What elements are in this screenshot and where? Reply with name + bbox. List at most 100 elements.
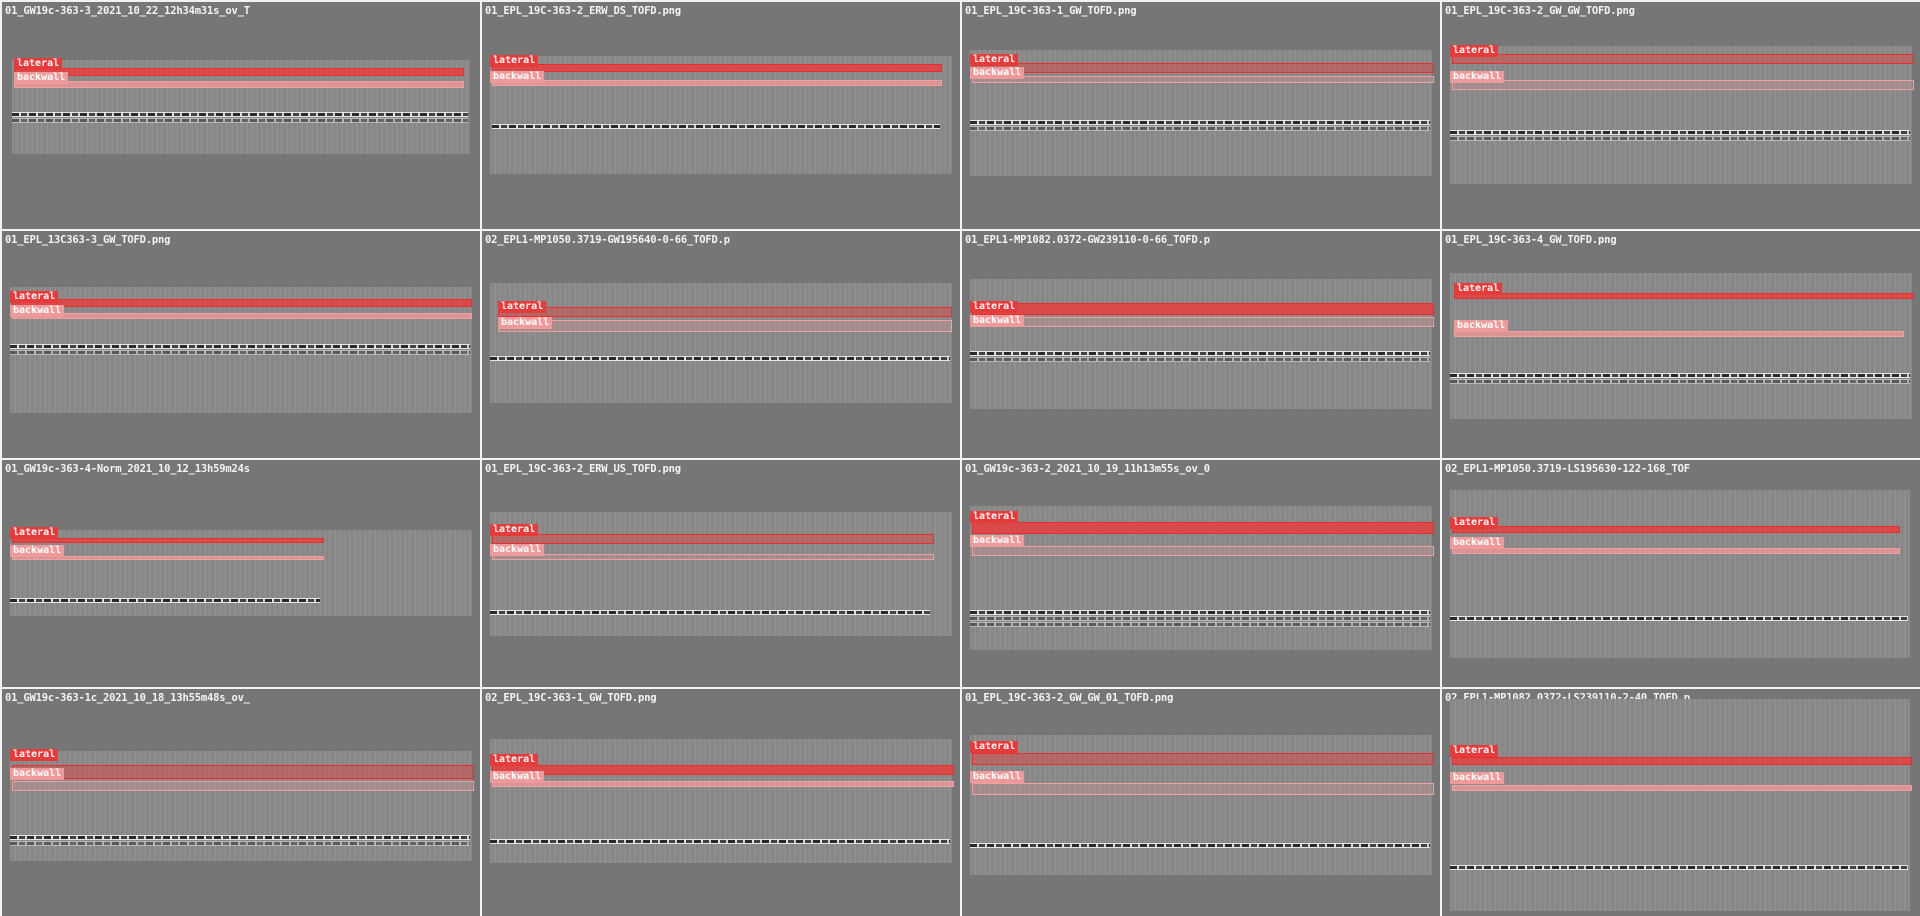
waveform-line (1450, 379, 1910, 384)
lateral-box (492, 534, 934, 544)
lateral-label: lateral (1450, 45, 1499, 57)
lateral-label: lateral (490, 754, 539, 766)
waveform-line (10, 344, 470, 349)
waveform-line (970, 351, 1430, 356)
grid-cell[interactable]: 01_EPL1-MP1082.0372-GW239110-0-66_TOFD.p… (962, 231, 1440, 458)
cell-title: 01_GW19c-363-4-Norm_2021_10_12_13h59m24s (5, 463, 250, 475)
grid-cell[interactable]: 01_EPL_19C-363-2_ERW_DS_TOFD.png lateral b… (482, 2, 960, 229)
grid-cell[interactable]: 02_EPL1-MP1050.3719-GW195640-0-66_TOFD.p… (482, 231, 960, 458)
backwall-box (492, 554, 934, 560)
waveform-line (1450, 865, 1908, 870)
cell-title: 01_EPL_19C-363-2_ERW_US_TOFD.png (485, 463, 681, 475)
backwall-box (12, 313, 472, 319)
scan-texture (10, 751, 472, 861)
scan-texture (1450, 490, 1910, 658)
grid-cell[interactable]: 01_GW19c-363-1c_2021_10_18_13h55m48s_ov_… (2, 689, 480, 916)
lateral-box (1452, 757, 1912, 765)
waveform-line (490, 839, 950, 844)
waveform-line (490, 610, 930, 615)
backwall-label: backwall (14, 72, 69, 84)
lateral-box (492, 64, 942, 72)
scan-image (10, 287, 472, 413)
scan-image (490, 739, 952, 863)
cell-title: 01_EPL_19C-363-1_GW_TOFD.png (965, 5, 1137, 17)
cell-title: 02_EPL1-MP1050.3719-LS195630-122-168_TOF (1445, 463, 1690, 475)
grid-cell[interactable]: 01_EPL_19C-363-1_GW_TOFD.png lateral backw… (962, 2, 1440, 229)
cell-title: 01_GW19c-363-3_2021_10_22_12h34m31s_ov_T (5, 5, 250, 17)
scan-image (970, 279, 1432, 409)
grid-cell[interactable]: 01_EPL_19C-363-2_GW_GW_TOFD.png lateral ba… (1442, 2, 1920, 229)
backwall-label: backwall (1450, 537, 1505, 549)
backwall-box (1452, 785, 1912, 791)
lateral-box (12, 538, 324, 543)
backwall-box (972, 317, 1434, 327)
backwall-box (1454, 331, 1904, 337)
scan-image (10, 751, 472, 861)
cell-title: 02_EPL1-MP1050.3719-GW195640-0-66_TOFD.p (485, 234, 730, 246)
backwall-box (972, 546, 1434, 556)
backwall-box (1452, 548, 1900, 554)
waveform-line (1450, 136, 1910, 141)
lateral-label: lateral (970, 301, 1019, 313)
lateral-label: lateral (10, 527, 59, 539)
lateral-box (972, 303, 1434, 315)
backwall-box (492, 781, 954, 787)
lateral-box (14, 68, 464, 76)
cell-title: 01_EPL_19C-363-2_ERW_DS_TOFD.png (485, 5, 681, 17)
grid-cell[interactable]: 02_EPL_19C-363-1_GW_TOFD.png lateral backw… (482, 689, 960, 916)
backwall-box (12, 556, 324, 560)
lateral-label: lateral (14, 58, 63, 70)
grid-cell[interactable]: 01_EPL_19C-363-2_GW_GW_01_TOFD.png latera… (962, 689, 1440, 916)
backwall-box (14, 81, 464, 88)
cell-title: 01_EPL_13C363-3_GW_TOFD.png (5, 234, 171, 246)
backwall-label: backwall (490, 771, 545, 783)
grid-cell[interactable]: 01_EPL_13C363-3_GW_TOFD.png lateral backwa… (2, 231, 480, 458)
backwall-label: backwall (10, 768, 65, 780)
scan-texture (490, 512, 952, 636)
grid-cell[interactable]: 01_EPL_19C-363-2_ERW_US_TOFD.png lateral b… (482, 460, 960, 687)
grid-cell[interactable]: 02_EPL1-MP1050.3719-LS195630-122-168_TOF… (1442, 460, 1920, 687)
scan-texture (490, 283, 952, 403)
lateral-box (498, 307, 952, 317)
lateral-box (972, 63, 1434, 73)
waveform-line (10, 598, 320, 603)
scan-image (970, 50, 1432, 176)
backwall-label: backwall (498, 317, 553, 329)
lateral-label: lateral (1450, 745, 1499, 757)
scan-image (1450, 699, 1910, 911)
backwall-label: backwall (1450, 71, 1505, 83)
waveform-line (10, 350, 470, 355)
scan-texture (970, 735, 1432, 875)
backwall-label: backwall (970, 535, 1025, 547)
backwall-label: backwall (970, 771, 1025, 783)
grid-cell[interactable]: 02_EPL1-MP1082.0372-LS239110-2-40_TOFD.p… (1442, 689, 1920, 916)
lateral-label: lateral (10, 291, 59, 303)
lateral-label: lateral (490, 55, 539, 67)
backwall-label: backwall (10, 545, 65, 557)
backwall-label: backwall (1450, 772, 1505, 784)
lateral-label: lateral (1450, 517, 1499, 529)
lateral-label: lateral (970, 741, 1019, 753)
grid-cell[interactable]: 01_GW19c-363-3_2021_10_22_12h34m31s_ov_T… (2, 2, 480, 229)
scan-texture (1450, 699, 1910, 911)
cell-title: 01_GW19c-363-2_2021_10_19_11h13m55s_ov_0 (965, 463, 1210, 475)
grid-cell[interactable]: 01_GW19c-363-4-Norm_2021_10_12_13h59m24s… (2, 460, 480, 687)
waveform-line (970, 357, 1430, 362)
backwall-label: backwall (970, 315, 1025, 327)
lateral-box (492, 765, 954, 775)
lateral-box (972, 753, 1434, 765)
lateral-label: lateral (490, 524, 539, 536)
lateral-box (1452, 526, 1900, 533)
lateral-box (12, 765, 474, 779)
grid-cell[interactable]: 01_GW19c-363-2_2021_10_19_11h13m55s_ov_0… (962, 460, 1440, 687)
backwall-box (972, 76, 1434, 83)
waveform-line (970, 616, 1430, 621)
scan-image (490, 56, 952, 174)
backwall-box (1452, 80, 1914, 90)
grid-cell[interactable]: 01_EPL_19C-363-4_GW_TOFD.png lateral backw… (1442, 231, 1920, 458)
waveform-line (490, 356, 950, 361)
waveform-line (970, 622, 1430, 627)
cell-title: 01_GW19c-363-1c_2021_10_18_13h55m48s_ov_ (5, 692, 250, 704)
backwall-box (12, 781, 474, 791)
